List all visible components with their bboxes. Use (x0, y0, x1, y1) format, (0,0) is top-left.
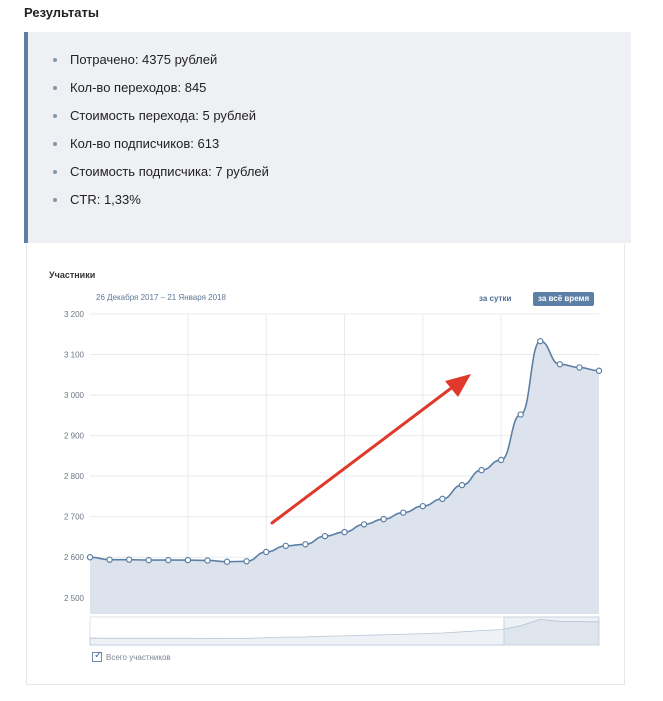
y-tick-label: 2 900 (64, 432, 85, 441)
series-area (90, 341, 599, 614)
y-tick-label: 3 000 (64, 391, 85, 400)
data-point (497, 456, 505, 464)
data-point (595, 367, 603, 374)
y-tick-label: 2 600 (64, 553, 85, 562)
legend-label[interactable]: Всего участников (106, 653, 171, 662)
data-point (302, 541, 309, 548)
per-day-button[interactable]: за сутки (479, 294, 512, 303)
date-range[interactable]: 26 Декабря 2017 – 21 Января 2018 (96, 293, 226, 302)
data-point (458, 481, 466, 489)
result-item-spent: Потрачено: 4375 рублей (50, 50, 631, 78)
data-point (576, 364, 583, 371)
y-tick-label: 2 500 (64, 594, 85, 603)
result-item-subscribers: Кол-во подписчиков: 613 (50, 134, 631, 162)
y-tick-label: 3 200 (64, 310, 85, 319)
result-item-click-cost: Стоимость перехода: 5 рублей (50, 106, 631, 134)
series-points (86, 337, 603, 565)
y-tick-label: 3 100 (64, 351, 85, 360)
data-point (419, 502, 427, 510)
arrow-head (445, 374, 471, 397)
result-item-ctr: CTR: 1,33% (50, 190, 631, 218)
data-point (86, 554, 94, 561)
data-point (556, 361, 564, 368)
y-axis-labels: 2 500 2 600 2 700 2 800 2 900 3 000 3 100 3 200 (64, 310, 85, 603)
data-point (537, 337, 544, 345)
result-item-subscriber-cost: Стоимость подписчика: 7 рублей (50, 162, 631, 190)
result-item-clicks: Кол-во переходов: 845 (50, 78, 631, 106)
data-point (106, 556, 113, 563)
checkmark-icon: ✓ (94, 650, 103, 661)
data-point (282, 542, 289, 550)
navigator-series (89, 618, 600, 646)
y-tick-label: 2 800 (64, 472, 85, 481)
data-point (341, 528, 348, 536)
data-point (380, 515, 387, 523)
data-point (165, 556, 172, 564)
data-point (321, 532, 329, 540)
data-point (223, 558, 231, 565)
chart-title: Участники (49, 270, 96, 280)
data-point (360, 521, 368, 528)
data-point (517, 411, 524, 418)
data-point (125, 556, 133, 563)
data-point (184, 556, 192, 564)
data-point (145, 556, 152, 564)
data-point (478, 466, 485, 474)
results-list: Потрачено: 4375 рублей Кол-во переходов:… (28, 32, 631, 218)
legend-checkbox[interactable]: ✓ (92, 650, 103, 662)
page-title: Результаты (24, 5, 99, 20)
data-point (243, 558, 250, 565)
arrow-shaft (270, 381, 460, 525)
data-point (262, 548, 270, 556)
data-point (204, 557, 211, 564)
range-navigator[interactable] (89, 616, 600, 646)
data-point (400, 509, 407, 516)
trend-arrow-icon (270, 374, 471, 525)
data-point (439, 495, 446, 503)
navigator-selection (503, 616, 600, 646)
results-box: Потрачено: 4375 рублей Кол-во переходов:… (24, 32, 631, 243)
y-tick-label: 2 700 (64, 513, 85, 522)
all-time-button[interactable]: за всё время (533, 292, 595, 306)
